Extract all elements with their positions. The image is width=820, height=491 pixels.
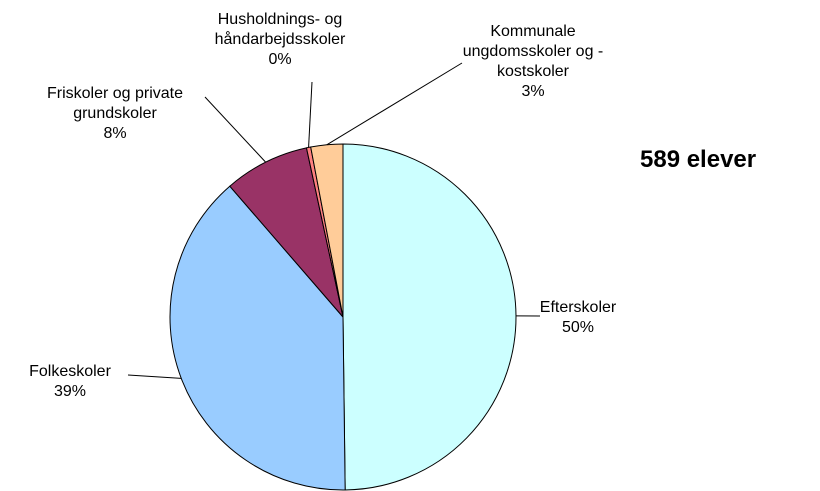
slice-label: Friskoler og private grundskoler 8% [15,84,215,144]
category-label: Friskoler og private grundskoler [46,85,184,122]
value-label: 3% [521,83,545,100]
slice-label: Efterskoler 50% [518,298,638,338]
slice-label: Husholdnings- og håndarbejdsskoler 0% [195,10,365,70]
category-label: Kommunale ungdomsskoler og - kostskoler [462,23,604,80]
value-label: 50% [561,319,595,336]
leader-line [308,81,313,148]
slice-label: Kommunale ungdomsskoler og - kostskoler 3… [458,22,608,102]
category-label: Husholdnings- og håndarbejdsskoler [214,11,346,48]
category-label: Efterskoler [539,299,617,316]
value-label: 39% [53,383,87,400]
value-label: 8% [103,125,127,142]
value-label: 0% [268,51,292,68]
leader-line [326,62,463,146]
leader-line [204,96,267,163]
leader-line [127,374,182,379]
annotation: 589 elever [640,146,757,173]
category-label: Folkeskoler [29,363,111,380]
pie-slice [169,185,346,491]
slice-label: Folkeskoler 39% [10,362,130,402]
pie-slice [342,143,517,491]
